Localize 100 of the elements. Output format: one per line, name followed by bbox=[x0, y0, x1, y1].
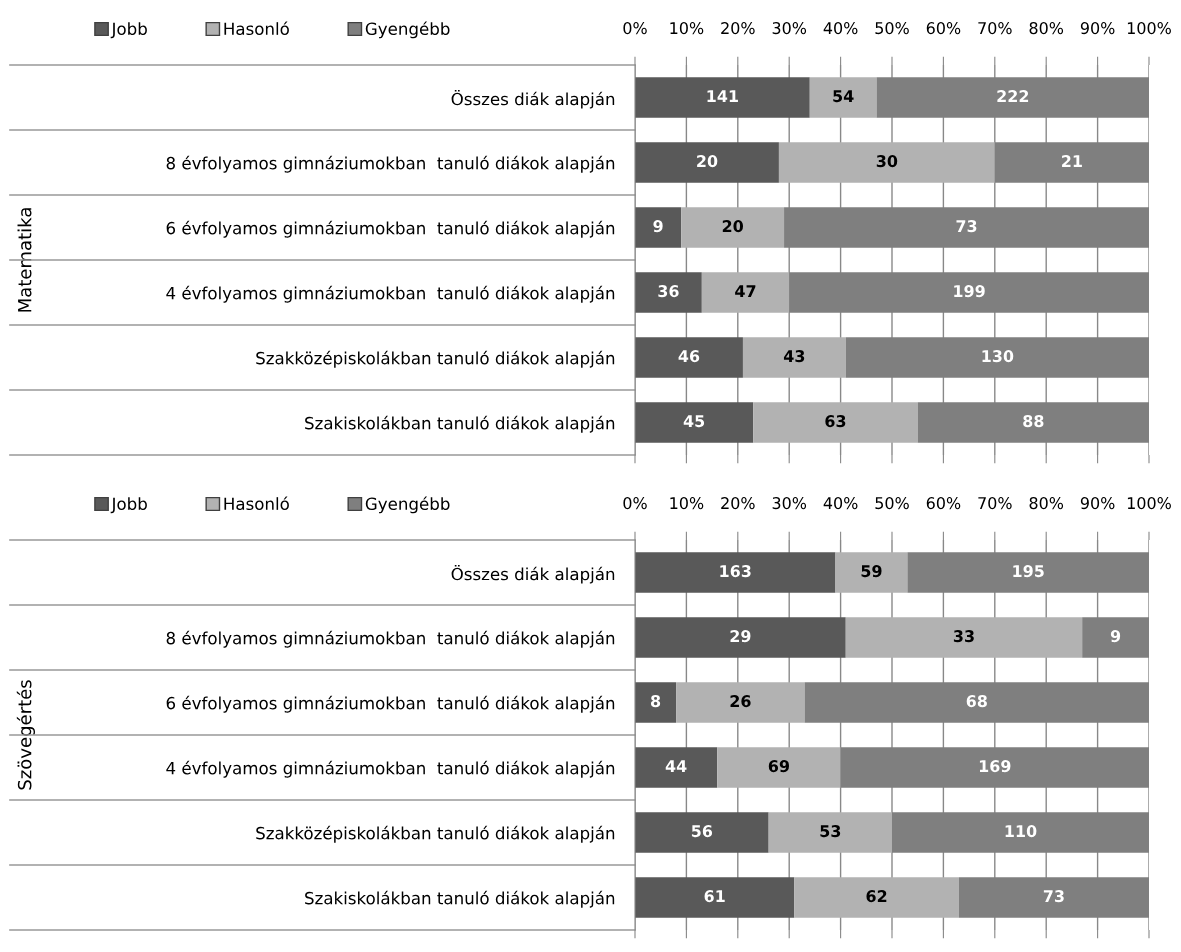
annotation: 9 bbox=[1110, 630, 1121, 643]
y-tick-label: Szakiskolákban tanuló diákok alapján bbox=[305, 415, 615, 433]
x-tick-label: 50% bbox=[875, 22, 909, 35]
annotation: 54 bbox=[833, 90, 854, 103]
annotation: 59 bbox=[861, 565, 882, 578]
annotation: 45 bbox=[683, 415, 705, 428]
bar bbox=[753, 402, 918, 443]
x-tick-label: 60% bbox=[926, 22, 961, 35]
x-tick-label: 10% bbox=[670, 22, 704, 35]
x-tick-label: 80% bbox=[1029, 22, 1064, 35]
bar bbox=[635, 77, 810, 118]
x-tick-label: 90% bbox=[1080, 497, 1115, 510]
x-tick-label: 80% bbox=[1029, 497, 1064, 510]
x-tick-label: 10% bbox=[670, 497, 704, 510]
legend-label: Jobb bbox=[110, 22, 147, 39]
annotation: 44 bbox=[665, 760, 687, 772]
y-tick-label: 6 évfolyamos gimnáziumokban tanuló diákok alapján bbox=[166, 220, 615, 238]
y-tick-label: 4 évfolyamos gimnáziumokban tanuló diákok alapján bbox=[166, 285, 615, 303]
annotation: 9 bbox=[653, 220, 663, 233]
legend-label: Hasonló bbox=[224, 21, 289, 36]
annotation: 29 bbox=[730, 630, 751, 643]
y-axis-title: Szövegértés bbox=[16, 680, 35, 790]
annotation: 47 bbox=[735, 285, 756, 297]
bar bbox=[742, 337, 846, 378]
annotation: 56 bbox=[691, 825, 713, 838]
bar bbox=[635, 552, 836, 593]
y-tick-label: 8 évfolyamos gimnáziumokban tanuló diákok alapján bbox=[166, 630, 615, 648]
x-tick-label: 20% bbox=[721, 22, 755, 35]
annotation: 26 bbox=[730, 695, 751, 708]
x-tick-label: 100% bbox=[1127, 497, 1171, 510]
annotation: 53 bbox=[820, 825, 841, 838]
bar bbox=[835, 552, 908, 593]
annotation: 30 bbox=[876, 155, 898, 168]
x-tick-label: 50% bbox=[875, 497, 909, 510]
y-tick-label: 8 évfolyamos gimnáziumokban tanuló diákok alapján bbox=[166, 155, 615, 173]
y-tick-label: Szakközépiskolákban tanuló diákok alapján bbox=[256, 350, 615, 368]
y-axis-title: Matematika bbox=[17, 208, 32, 312]
bar bbox=[717, 747, 841, 788]
bar bbox=[635, 682, 677, 723]
x-tick-label: 90% bbox=[1080, 22, 1115, 35]
annotation: 63 bbox=[825, 415, 846, 428]
legend-label: Hasonló bbox=[224, 496, 289, 511]
annotation: 20 bbox=[722, 220, 744, 233]
bar bbox=[701, 272, 790, 313]
annotation: 73 bbox=[956, 220, 977, 233]
annotation: 69 bbox=[768, 760, 790, 773]
bar bbox=[635, 402, 754, 443]
x-tick-label: 0% bbox=[623, 497, 647, 510]
x-tick-label: 40% bbox=[823, 497, 858, 510]
annotation: 61 bbox=[704, 890, 725, 903]
y-tick-label: Összes diák alapján bbox=[451, 564, 615, 584]
annotation: 222 bbox=[997, 90, 1029, 102]
annotation: 36 bbox=[658, 285, 679, 298]
legend-label: Jobb bbox=[110, 497, 147, 514]
x-tick-label: 70% bbox=[978, 22, 1012, 35]
x-tick-label: 100% bbox=[1127, 22, 1171, 35]
bar bbox=[635, 337, 743, 378]
annotation: 169 bbox=[979, 760, 1011, 773]
bar bbox=[635, 877, 795, 918]
x-tick-label: 0% bbox=[623, 22, 647, 35]
annotation: 88 bbox=[1023, 415, 1044, 428]
x-tick-label: 70% bbox=[978, 497, 1012, 510]
bar bbox=[635, 142, 779, 183]
bar bbox=[768, 812, 892, 853]
bar bbox=[635, 272, 702, 313]
annotation: 163 bbox=[720, 565, 751, 578]
y-tick-label: Szakiskolákban tanuló diákok alapján bbox=[305, 890, 615, 908]
bar bbox=[681, 207, 785, 248]
annotation: 68 bbox=[966, 695, 987, 708]
annotation: 73 bbox=[1043, 890, 1064, 903]
y-tick-label: 6 évfolyamos gimnáziumokban tanuló diákok alapján bbox=[166, 695, 615, 713]
x-tick-label: 30% bbox=[772, 497, 807, 510]
y-tick-label: Szakközépiskolákban tanuló diákok alapján bbox=[256, 825, 615, 843]
annotation: 195 bbox=[1013, 565, 1044, 578]
bar bbox=[635, 747, 718, 788]
x-tick-label: 40% bbox=[823, 22, 858, 35]
x-tick-label: 30% bbox=[772, 22, 807, 35]
x-tick-label: 60% bbox=[926, 497, 961, 510]
annotation: 141 bbox=[707, 90, 738, 102]
bar bbox=[635, 812, 769, 853]
bar bbox=[809, 77, 877, 118]
annotation: 199 bbox=[954, 285, 985, 298]
annotation: 33 bbox=[953, 630, 974, 643]
y-tick-label: Összes diák alapján bbox=[451, 89, 615, 109]
annotation: 62 bbox=[866, 890, 887, 903]
bar bbox=[794, 877, 959, 918]
bar bbox=[676, 682, 805, 723]
annotation: 20 bbox=[697, 155, 718, 168]
annotation: 43 bbox=[783, 350, 805, 363]
bar bbox=[635, 207, 682, 248]
bar bbox=[635, 617, 846, 658]
bar bbox=[778, 142, 995, 183]
legend-label: Gyengébb bbox=[365, 21, 450, 39]
bar bbox=[845, 617, 1083, 658]
annotation: 130 bbox=[982, 350, 1014, 363]
legend-label: Gyengébb bbox=[365, 496, 450, 514]
annotation: 46 bbox=[678, 350, 700, 363]
y-tick-label: 4 évfolyamos gimnáziumokban tanuló diákok alapján bbox=[166, 760, 615, 778]
annotation: 8 bbox=[650, 695, 661, 708]
annotation: 21 bbox=[1062, 155, 1082, 167]
